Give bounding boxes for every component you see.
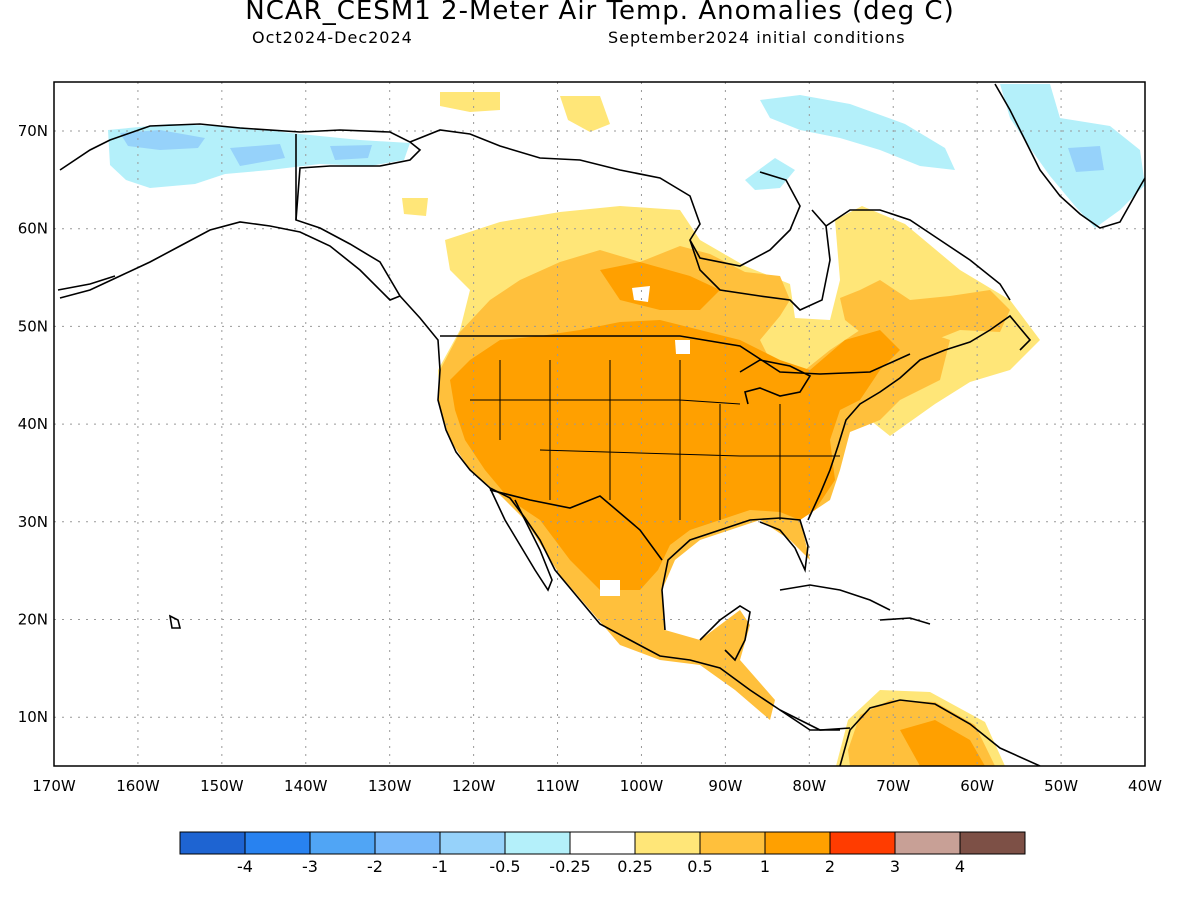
coast-baja (489, 487, 553, 592)
lon-label: 100W (620, 777, 664, 795)
colorbar-label: -1 (432, 857, 448, 876)
coast-canada-north (409, 129, 801, 267)
colorbar-label: -0.25 (549, 857, 590, 876)
lon-label: 50W (1044, 777, 1078, 795)
colorbar-label: 1 (760, 857, 770, 876)
lon-label: 60W (960, 777, 994, 795)
colorbar-label: 3 (890, 857, 900, 876)
lon-label: 150W (200, 777, 244, 795)
coast-hawaii (168, 614, 182, 629)
initial-conditions: September2024 initial conditions (608, 28, 906, 47)
coast-hudson-bay (689, 209, 831, 311)
lat-label: 10N (18, 708, 48, 726)
cool-patch-alaska-inner2 (230, 144, 285, 166)
coast-central-america (779, 709, 851, 731)
longitude-labels: 170W 160W 150W 140W 130W 120W 110W 100W 90W 80W 70… (32, 777, 1162, 795)
warm-region-strong-sa (900, 720, 985, 766)
coast-labrador (825, 209, 1011, 301)
colorbar-swatch (959, 831, 1026, 855)
colorbar-label: -0.5 (489, 857, 520, 876)
graticule (54, 82, 1145, 766)
border-states (470, 360, 840, 520)
neutral-patch-1 (632, 286, 650, 302)
cool-patch-greenland-inner (1068, 146, 1104, 172)
colorbar-swatch (634, 831, 701, 855)
lat-label: 50N (18, 317, 48, 335)
coast-aleutian (57, 275, 116, 291)
coast-hispaniola (879, 617, 931, 625)
cool-patch-alaska-inner (120, 130, 205, 150)
forecast-period: Oct2024-Dec2024 (252, 28, 413, 47)
cool-patch-hudson (745, 158, 795, 190)
coast-east (807, 314, 1032, 521)
warm-region-light-2 (440, 92, 500, 112)
colorbar-swatch (374, 831, 441, 855)
lat-label: 60N (18, 220, 48, 238)
lon-label: 170W (32, 777, 76, 795)
lon-label: 40W (1128, 777, 1162, 795)
colorbar-swatch (894, 831, 961, 855)
coastlines (57, 83, 1145, 766)
colorbar-swatch (244, 831, 311, 855)
latitude-labels: 70N 60N 50N 40N 30N 20N 10N (18, 122, 48, 726)
anomaly-shading (108, 84, 1145, 766)
colorbar-label: -2 (367, 857, 383, 876)
coast-greenland (994, 83, 1145, 229)
map-frame (53, 81, 1146, 767)
colorbar-label: 4 (955, 857, 965, 876)
neutral-patch-2 (675, 340, 690, 354)
border-us-mexico (489, 489, 663, 561)
lat-label: 30N (18, 513, 48, 531)
colorbar-swatch (829, 831, 896, 855)
lon-label: 130W (368, 777, 412, 795)
colorbar-label: 2 (825, 857, 835, 876)
lat-label: 40N (18, 415, 48, 433)
warm-region-strong (450, 320, 900, 590)
colorbar-swatch (699, 831, 766, 855)
colorbar-swatch (504, 831, 571, 855)
map-title: NCAR_CESM1 2-Meter Air Temp. Anomalies (… (245, 0, 955, 26)
colorbar-swatch (179, 831, 246, 855)
coast-cuba (779, 584, 891, 611)
coast-great-lakes (739, 359, 812, 405)
lon-label: 110W (536, 777, 580, 795)
colorbar-label: -3 (302, 857, 318, 876)
border-us-canada (440, 335, 911, 375)
warm-region-light-3 (560, 96, 610, 132)
lon-label: 70W (876, 777, 910, 795)
lon-label: 80W (792, 777, 826, 795)
lat-label: 20N (18, 611, 48, 629)
lon-label: 140W (284, 777, 328, 795)
cool-patch-arctic (760, 95, 955, 170)
lon-label: 90W (708, 777, 742, 795)
colorbar-label: 0.25 (617, 857, 653, 876)
colorbar: -4 -3 -2 -1 -0.5 -0.25 0.25 0.5 1 2 3 4 (179, 831, 1026, 876)
lon-label: 120W (452, 777, 496, 795)
lon-label: 160W (116, 777, 160, 795)
colorbar-swatch (569, 831, 636, 855)
cool-patch-alaska-inner3 (330, 145, 372, 160)
colorbar-label: -4 (237, 857, 253, 876)
colorbar-swatch (439, 831, 506, 855)
coast-yucatan (699, 605, 751, 662)
coast-south-america (839, 699, 1041, 766)
lat-label: 70N (18, 122, 48, 140)
neutral-patch-3 (600, 580, 620, 596)
colorbar-label: 0.5 (687, 857, 712, 876)
coast-alaska (59, 123, 422, 301)
warm-region-strong-prairies (600, 262, 720, 310)
warm-region-light-4 (402, 198, 428, 216)
coast-pacific (399, 295, 840, 731)
colorbar-swatch (764, 831, 831, 855)
colorbar-swatch (309, 831, 376, 855)
